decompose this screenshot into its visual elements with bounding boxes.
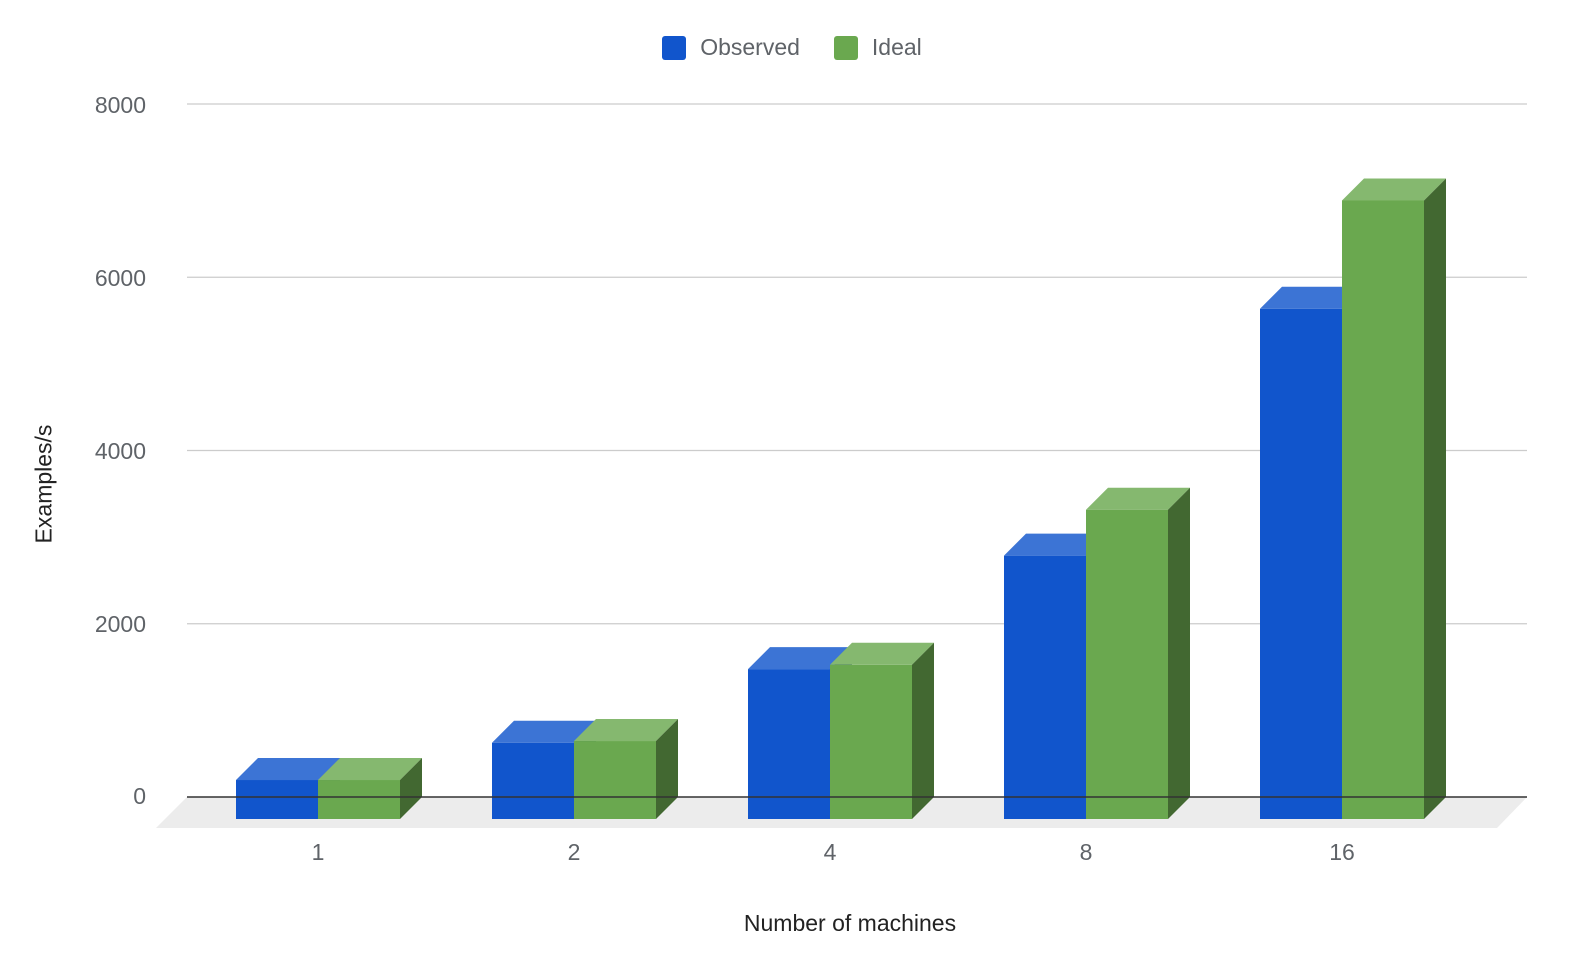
legend-swatch-ideal	[833, 35, 858, 60]
bar-observed	[748, 669, 830, 819]
bar-top-ideal	[318, 758, 422, 781]
bar-observed	[236, 780, 318, 819]
bar-top-observed	[492, 720, 596, 743]
bar-observed	[1260, 308, 1342, 819]
bar-side-ideal	[1424, 178, 1446, 819]
legend-swatch-observed	[662, 35, 687, 60]
bar-ideal	[574, 741, 656, 819]
legend-item-observed[interactable]: Observed	[662, 34, 800, 61]
x-tick-label: 1	[311, 839, 325, 865]
x-tick-label: 16	[1329, 839, 1355, 865]
bar-ideal	[1086, 509, 1168, 819]
bar-top-ideal	[1342, 178, 1446, 201]
bar-ideal	[1342, 200, 1424, 819]
x-tick-label: 2	[567, 839, 581, 865]
legend: Observed Ideal	[0, 34, 1584, 61]
y-axis-title: Examples/s	[30, 424, 57, 544]
bar-side-ideal	[1168, 487, 1190, 819]
y-tick-label: 4000	[94, 438, 146, 464]
x-tick-label: 8	[1079, 839, 1093, 865]
y-tick-label: 8000	[94, 92, 146, 118]
bar-top-ideal	[1086, 487, 1190, 510]
bar-observed	[1004, 555, 1086, 819]
bar-side-ideal	[656, 719, 678, 819]
y-tick-label: 6000	[94, 265, 146, 291]
legend-label-ideal: Ideal	[871, 34, 922, 60]
bar-observed	[492, 742, 574, 819]
bar-top-ideal	[830, 642, 934, 665]
bar-top-observed	[1260, 286, 1364, 309]
legend-label-observed: Observed	[700, 34, 800, 60]
bar-ideal	[830, 664, 912, 819]
bar-side-ideal	[400, 758, 422, 819]
bar-side-ideal	[912, 642, 934, 819]
x-axis-title: Number of machines	[743, 910, 957, 936]
bar-top-observed	[748, 647, 852, 670]
y-tick-label: 0	[133, 783, 146, 809]
bar-top-observed	[1004, 533, 1108, 556]
legend-item-ideal[interactable]: Ideal	[833, 34, 922, 61]
y-tick-label: 2000	[94, 611, 146, 637]
bar-ideal	[318, 780, 400, 819]
bar-top-observed	[236, 758, 340, 781]
x-tick-label: 4	[823, 839, 837, 865]
bar-top-ideal	[574, 719, 678, 742]
